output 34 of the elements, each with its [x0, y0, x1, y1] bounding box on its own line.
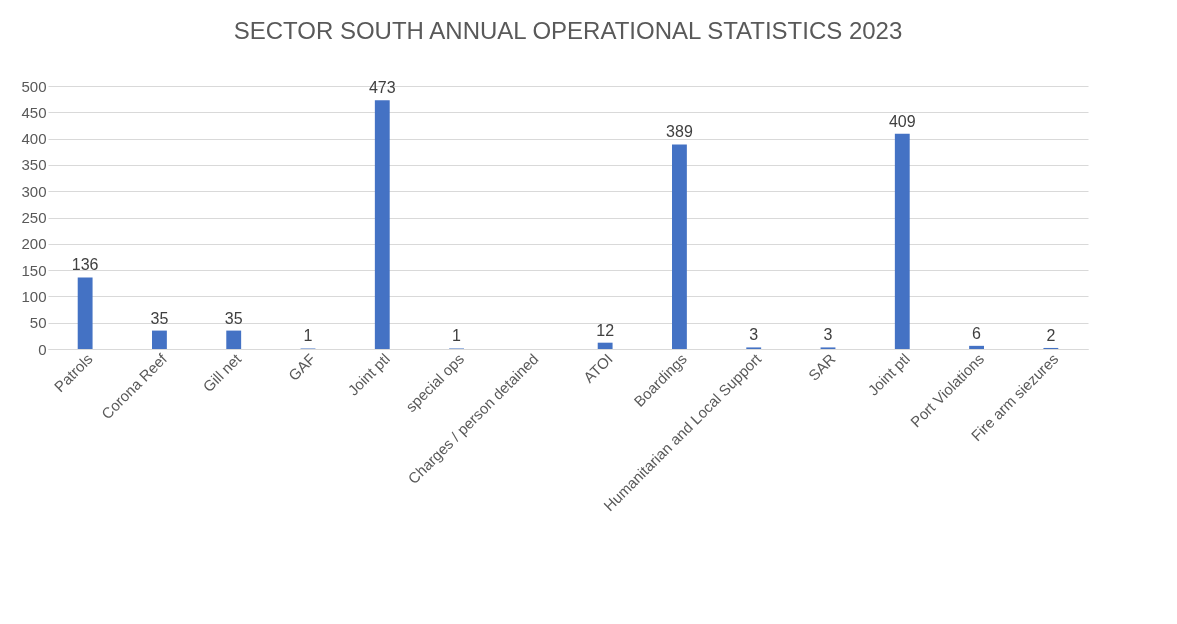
data-label: 473: [368, 79, 396, 97]
x-tick-label: Gill net: [199, 349, 245, 396]
y-tick-label: 450: [21, 103, 47, 121]
data-label: 3: [749, 326, 759, 344]
data-label: 12: [596, 321, 615, 339]
y-tick-label: 200: [21, 235, 47, 253]
chart-title: SECTOR SOUTH ANNUAL OPERATIONAL STATISTICS 2023: [233, 17, 903, 44]
y-tick-label: 400: [21, 130, 47, 148]
bar: [969, 345, 984, 349]
data-label: 3: [823, 326, 833, 344]
data-label: 6: [972, 324, 982, 342]
data-label: 136: [71, 256, 99, 274]
data-label: 1: [303, 327, 313, 345]
data-label: 2: [1046, 326, 1056, 344]
bar: [672, 144, 687, 349]
y-tick-label: 500: [21, 77, 47, 95]
bar: [77, 277, 93, 349]
data-label: 35: [224, 309, 243, 327]
y-tick-label: 350: [21, 156, 47, 174]
y-tick-label: 300: [21, 182, 47, 200]
y-tick-label: 250: [21, 209, 47, 226]
data-label: 389: [666, 123, 693, 141]
bar: [226, 330, 242, 349]
data-label: 35: [150, 309, 169, 327]
y-tick-label: 0: [38, 340, 47, 358]
bar: [894, 133, 910, 349]
bar: [374, 100, 390, 349]
y-tick-label: 150: [21, 261, 47, 279]
bar: [152, 330, 167, 349]
data-label: 1: [452, 327, 462, 345]
y-tick-label: 50: [29, 314, 47, 332]
y-tick-label: 100: [21, 287, 47, 305]
data-label: 409: [888, 112, 916, 130]
bar: [597, 342, 613, 349]
